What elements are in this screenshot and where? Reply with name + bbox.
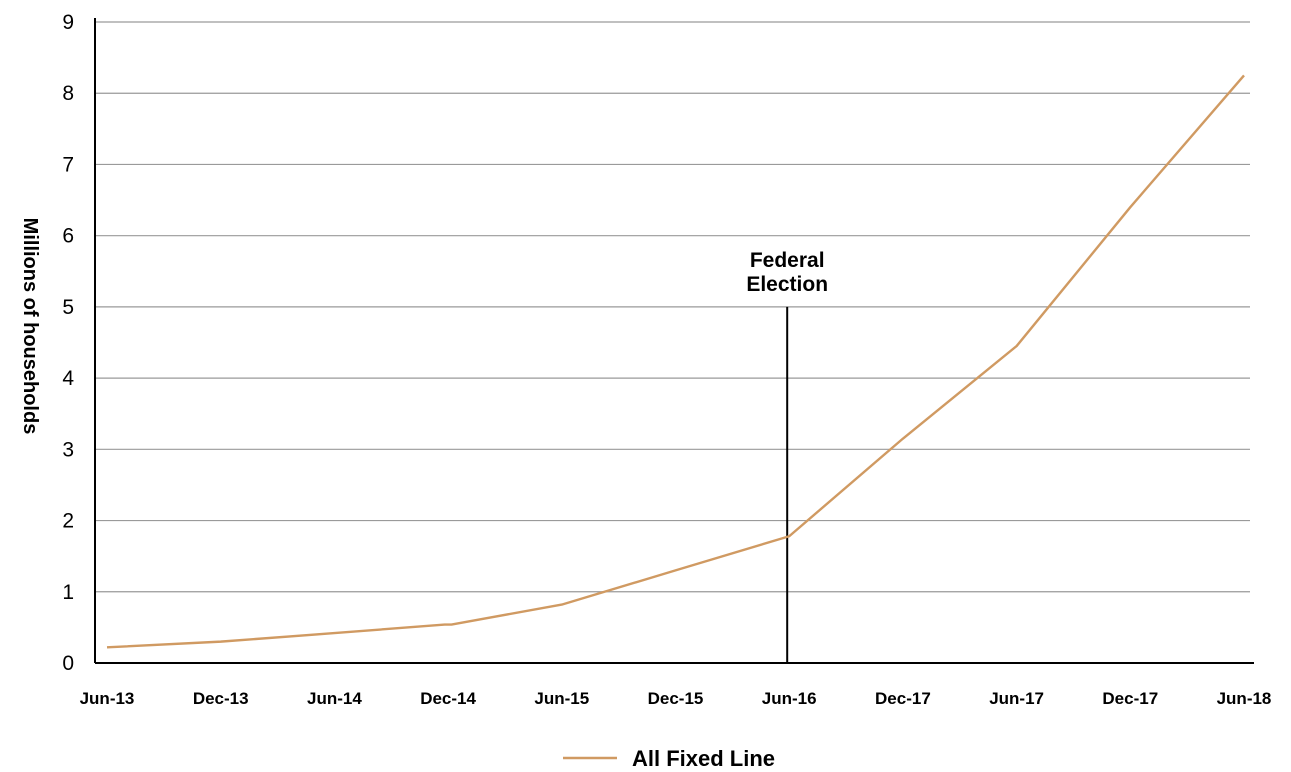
x-tick-label: Jun-17 xyxy=(989,689,1044,708)
y-tick-label: 2 xyxy=(62,510,74,533)
annotation-label: Election xyxy=(746,273,828,296)
y-tick-label: 4 xyxy=(62,367,74,390)
x-tick-label: Jun-16 xyxy=(762,689,817,708)
x-tick-label: Dec-13 xyxy=(193,689,249,708)
y-tick-label: 7 xyxy=(62,153,74,176)
y-tick-label: 5 xyxy=(62,296,74,319)
gridlines xyxy=(95,21,1250,593)
series-line xyxy=(106,74,1245,649)
annotation-label: Federal xyxy=(750,249,825,272)
y-tick-label: 0 xyxy=(62,652,74,675)
y-tick-label: 8 xyxy=(62,82,74,105)
x-tick-label: Jun-14 xyxy=(307,689,362,708)
y-axis-label: Millions of households xyxy=(19,218,41,435)
x-tick-label: Jun-13 xyxy=(80,689,135,708)
x-tick-label: Jun-18 xyxy=(1217,689,1272,708)
axes xyxy=(94,18,1254,664)
legend-label: All Fixed Line xyxy=(632,746,775,771)
y-axis-ticks: 0 1 2 3 4 5 6 7 8 9 xyxy=(62,11,74,675)
legend: All Fixed Line xyxy=(563,746,775,771)
x-tick-label: Dec-15 xyxy=(648,689,704,708)
x-tick-label: Dec-17 xyxy=(875,689,931,708)
y-tick-label: 3 xyxy=(62,438,74,461)
x-tick-label: Dec-17 xyxy=(1102,689,1158,708)
x-axis-ticks: Jun-13 Dec-13 Jun-14 Dec-14 Jun-15 Dec-15 Jun-… xyxy=(80,689,1272,708)
y-tick-label: 1 xyxy=(62,581,74,604)
y-tick-label: 9 xyxy=(62,11,74,34)
series-lines xyxy=(106,74,1245,649)
y-tick-label: 6 xyxy=(62,225,74,248)
x-tick-label: Jun-15 xyxy=(534,689,589,708)
x-tick-label: Dec-14 xyxy=(420,689,476,708)
